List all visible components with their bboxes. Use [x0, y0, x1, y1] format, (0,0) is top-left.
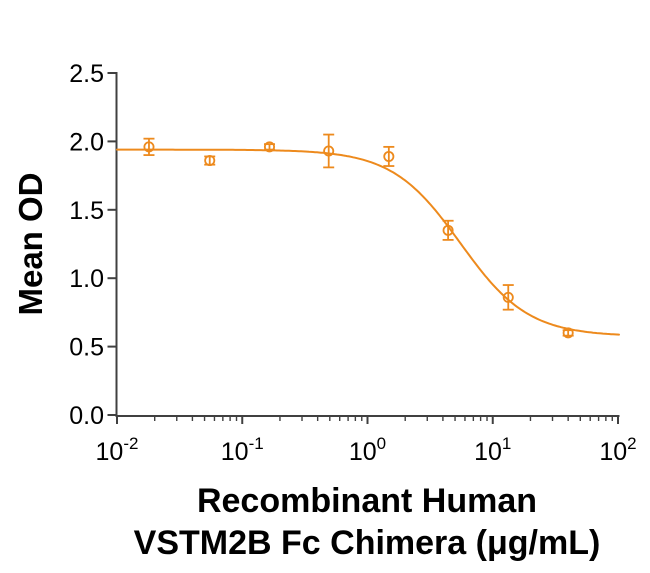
y-axis-title: Mean OD [12, 172, 49, 316]
data-marker-circle [143, 141, 155, 153]
x-tick-exponent: -2 [123, 434, 138, 453]
data-point [562, 327, 574, 339]
fit-curve [116, 148, 620, 336]
data-point [263, 141, 275, 153]
x-axis-title-line1: Recombinant Human [196, 482, 538, 520]
data-marker-circle [442, 224, 454, 236]
data-point [323, 133, 335, 169]
x-tick-exponent: 0 [377, 434, 386, 453]
y-tick-label: 2.0 [69, 128, 104, 156]
y-tick-label: 1.5 [69, 197, 104, 225]
data-marker-circle [323, 145, 335, 157]
x-tick-exponent: -1 [249, 434, 264, 453]
data-point [204, 155, 216, 167]
x-tick-label: 101 [474, 434, 511, 466]
data-marker-circle [204, 155, 216, 167]
data-point [442, 219, 454, 241]
data-marker-circle [502, 291, 514, 303]
y-tick-label: 2.5 [69, 60, 104, 88]
x-tick-label: 10-1 [221, 434, 264, 466]
x-axis-title-line2: VSTM2B Fc Chimera (μg/mL) [133, 524, 601, 562]
x-axis-title: Recombinant Human VSTM2B Fc Chimera (μg/… [67, 480, 650, 564]
y-tick-label: 0.0 [69, 402, 104, 430]
y-tick-label: 0.5 [69, 334, 104, 362]
x-tick-exponent: 2 [627, 434, 636, 453]
x-tick-label: 102 [599, 434, 636, 466]
data-marker-circle [263, 141, 275, 153]
data-point [143, 137, 155, 156]
data-marker-circle [383, 150, 395, 162]
y-tick-label: 1.0 [69, 265, 104, 293]
data-marker-circle [562, 327, 574, 339]
x-tick-label: 100 [349, 434, 386, 466]
x-tick-label: 10-2 [96, 434, 139, 466]
data-point [383, 145, 395, 167]
data-point [502, 284, 514, 311]
x-tick-exponent: 1 [502, 434, 511, 453]
